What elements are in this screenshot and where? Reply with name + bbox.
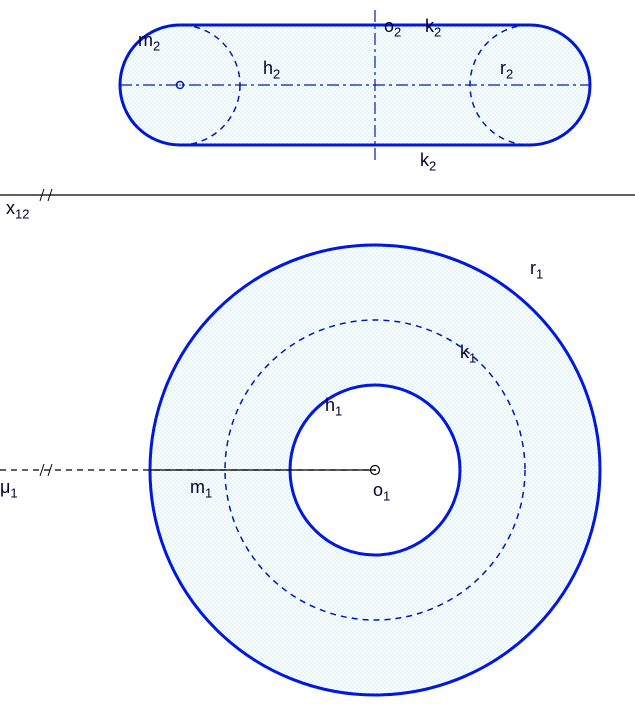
top-view bbox=[120, 10, 590, 160]
geometry-diagram bbox=[0, 0, 635, 704]
x12-axis bbox=[0, 189, 635, 201]
